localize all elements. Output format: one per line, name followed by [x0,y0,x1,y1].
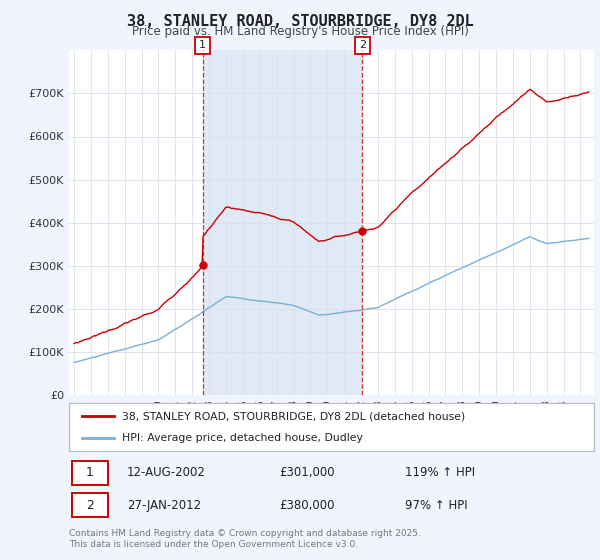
Text: £380,000: £380,000 [279,498,335,512]
Text: 38, STANLEY ROAD, STOURBRIDGE, DY8 2DL: 38, STANLEY ROAD, STOURBRIDGE, DY8 2DL [127,14,473,29]
Bar [203,50,362,395]
Text: 2: 2 [359,40,366,50]
Text: 12-AUG-2002: 12-AUG-2002 [127,466,206,479]
Text: Contains HM Land Registry data © Crown copyright and database right 2025.
This d: Contains HM Land Registry data © Crown c… [69,529,421,549]
Text: HPI: Average price, detached house, Dudley: HPI: Average price, detached house, Dudl… [121,433,362,443]
Text: 97% ↑ HPI: 97% ↑ HPI [405,498,467,512]
Text: 38, STANLEY ROAD, STOURBRIDGE, DY8 2DL (detached house): 38, STANLEY ROAD, STOURBRIDGE, DY8 2DL (… [121,411,465,421]
Text: £301,000: £301,000 [279,466,335,479]
FancyBboxPatch shape [71,461,109,484]
Text: 1: 1 [199,40,206,50]
Text: 27-JAN-2012: 27-JAN-2012 [127,498,201,512]
Text: 1: 1 [86,466,94,479]
Text: Price paid vs. HM Land Registry's House Price Index (HPI): Price paid vs. HM Land Registry's House … [131,25,469,38]
FancyBboxPatch shape [71,493,109,517]
Text: 119% ↑ HPI: 119% ↑ HPI [405,466,475,479]
Text: 2: 2 [86,498,94,512]
